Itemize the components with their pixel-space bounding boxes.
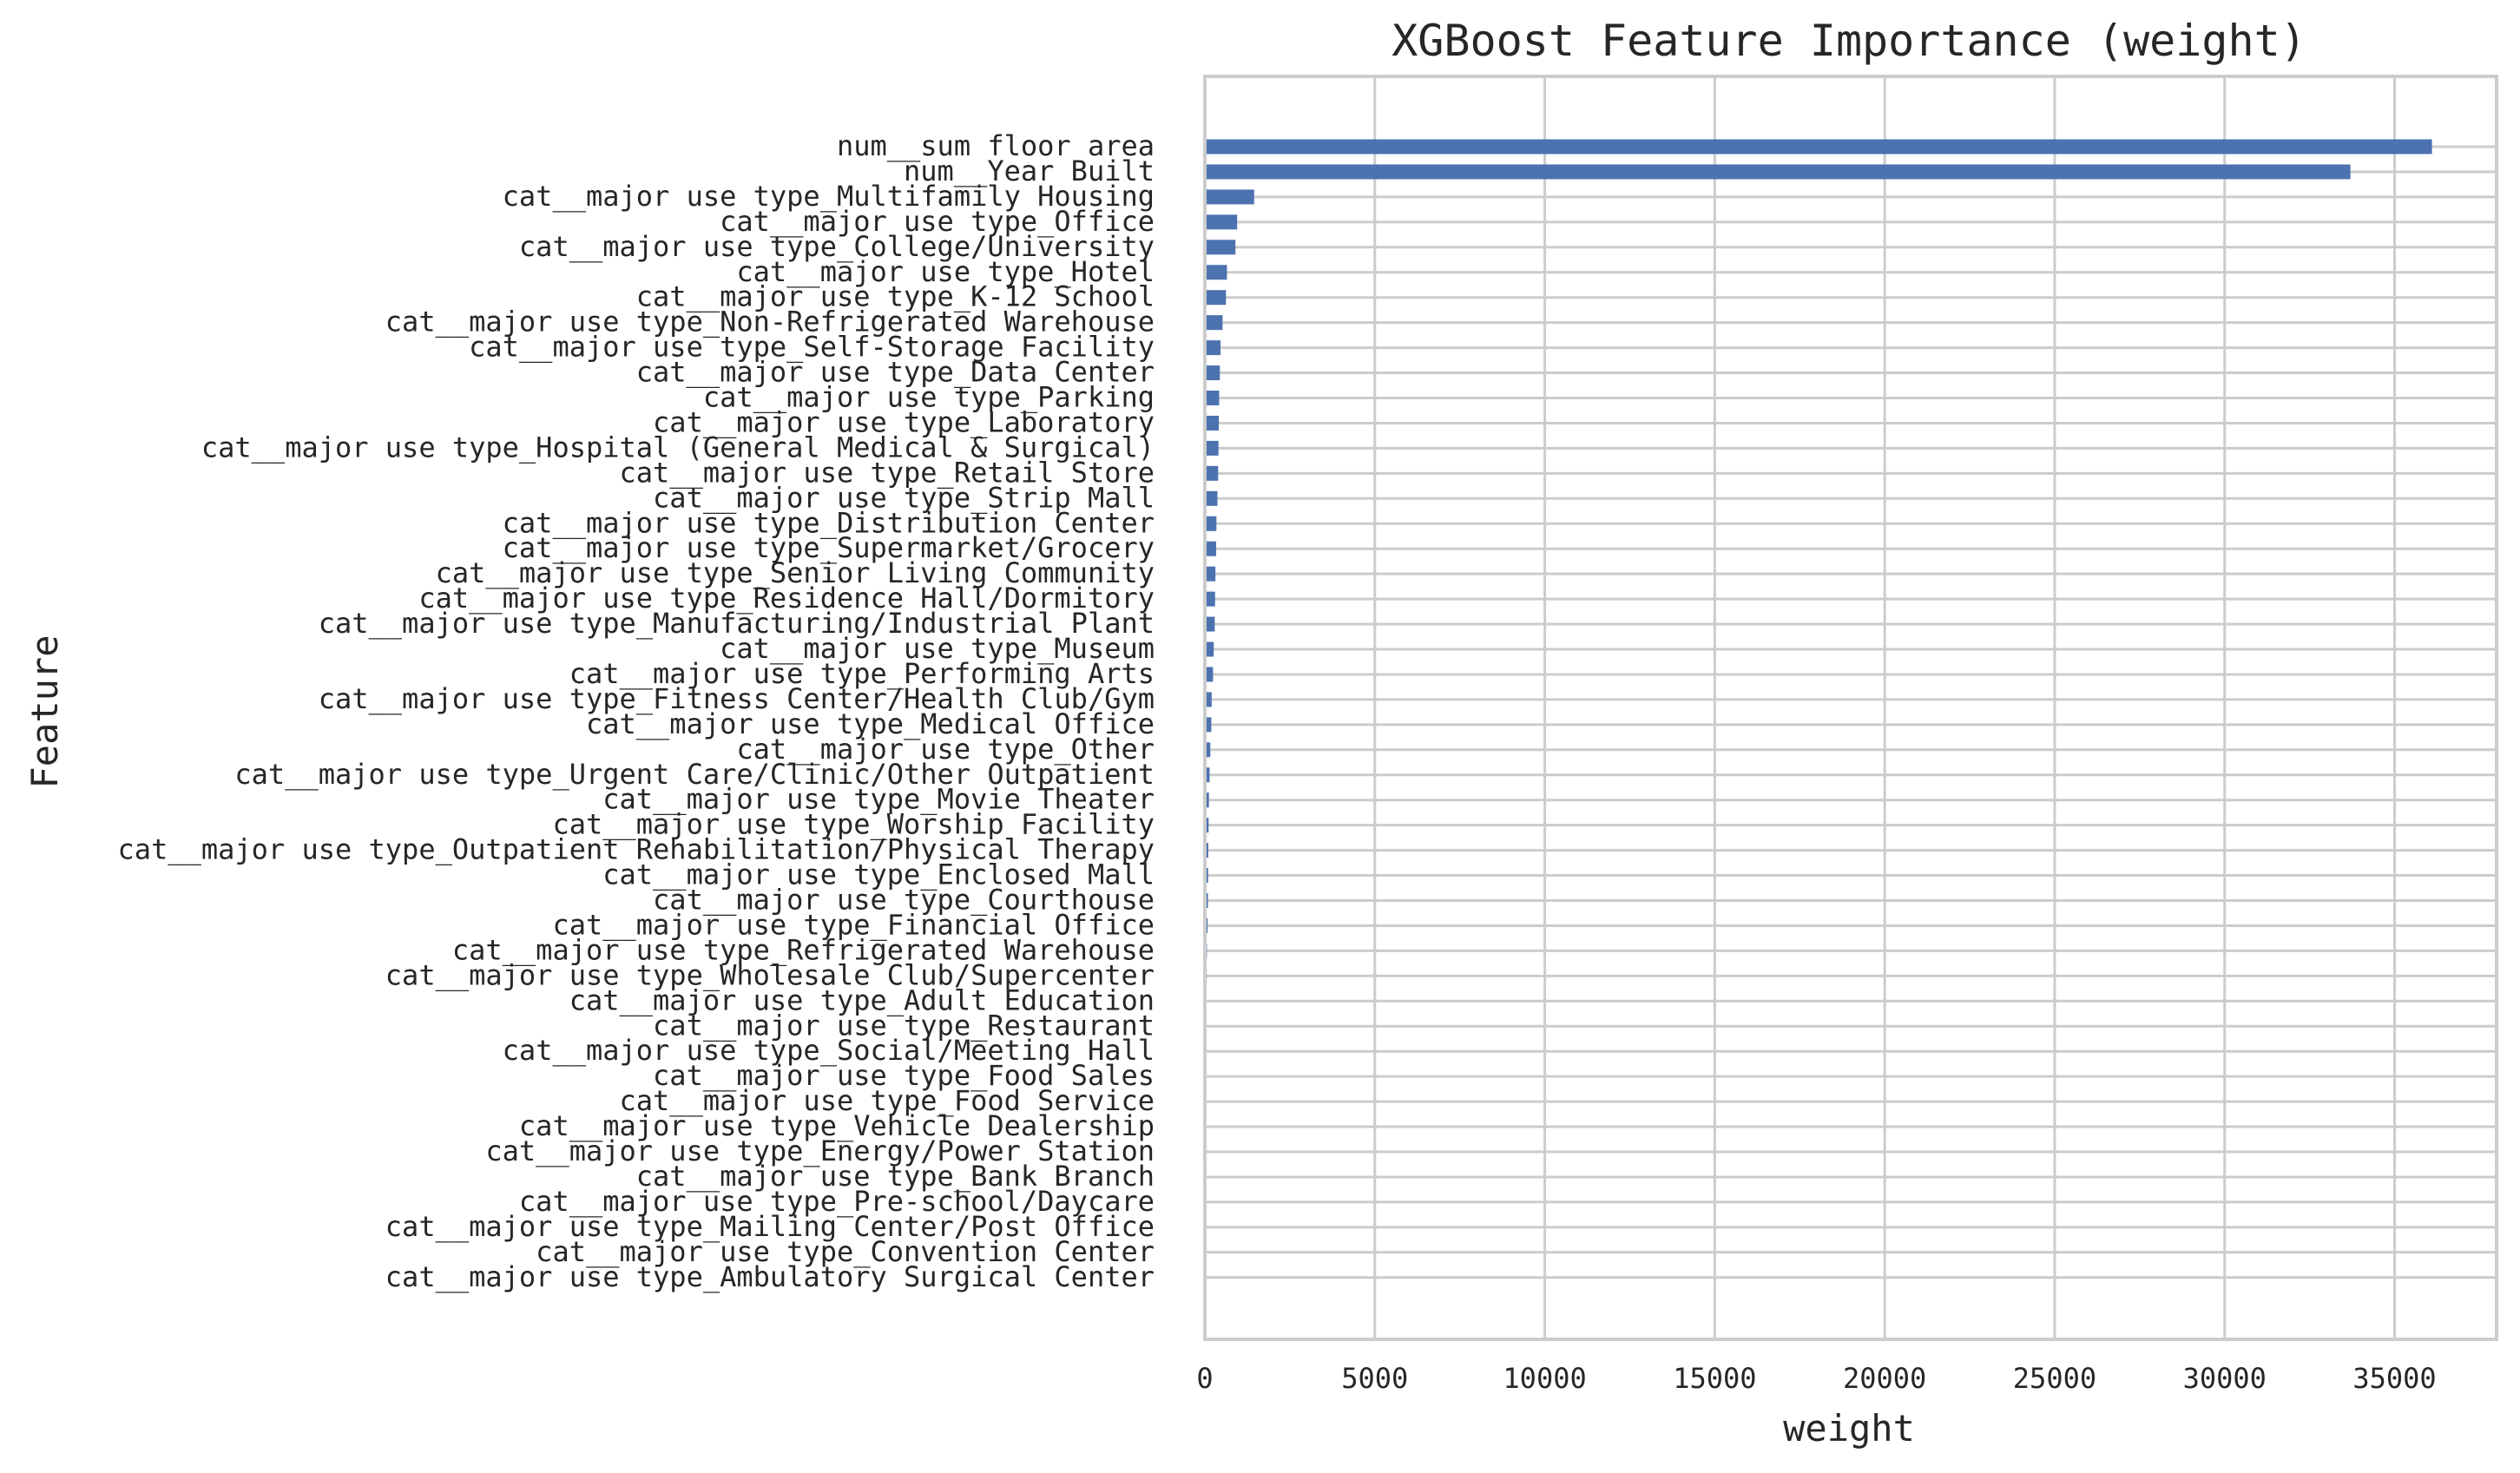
y-tick-label: cat__major use type_Mailing Center/Post … <box>385 1210 1155 1243</box>
y-tick-label: cat__major use type_Medical Office <box>586 707 1155 740</box>
bar <box>1205 616 1215 632</box>
y-tick-label: cat__major use type_Ambulatory Surgical … <box>385 1260 1155 1293</box>
x-tick-label: 20000 <box>1843 1362 1926 1395</box>
x-tick-label: 5000 <box>1341 1362 1408 1395</box>
y-tick-label: cat__major use type_Movie Theater <box>602 783 1155 816</box>
y-tick-label: cat__major use type_Senior Living Commun… <box>436 556 1155 589</box>
x-axis-label: weight <box>1783 1407 1915 1450</box>
y-tick-label: num__Year Built <box>904 155 1155 187</box>
y-tick-label: cat__major use type_Restaurant <box>653 1009 1155 1042</box>
y-tick-label: cat__major use type_Energy/Power Station <box>485 1134 1155 1167</box>
y-tick-label: cat__major use type_Multifamily Housing <box>503 180 1155 213</box>
bar <box>1205 818 1209 833</box>
bar <box>1205 391 1220 405</box>
bars <box>1205 139 2432 1286</box>
y-tick-label: cat__major use type_Outpatient Rehabilit… <box>118 833 1155 866</box>
x-tick-label: 35000 <box>2352 1362 2436 1395</box>
x-tick-label: 10000 <box>1503 1362 1586 1395</box>
y-tick-label: cat__major use type_Courthouse <box>653 884 1155 917</box>
y-tick-label: cat__major use type_Residence Hall/Dormi… <box>418 582 1155 615</box>
y-tick-label: cat__major use type_Supermarket/Grocery <box>503 531 1155 564</box>
bar <box>1205 189 1254 205</box>
bar <box>1205 692 1212 707</box>
y-tick-label: cat__major use type_Hospital (General Me… <box>201 431 1155 464</box>
y-tick-label: cat__major use type_College/University <box>519 230 1155 263</box>
y-tick-label: cat__major use type_Distribution Center <box>503 506 1155 539</box>
bar <box>1205 667 1214 682</box>
bar <box>1205 214 1238 230</box>
bar <box>1205 641 1214 657</box>
y-tick-label: cat__major use type_Non-Refrigerated War… <box>385 306 1155 339</box>
x-tick-label: 30000 <box>2183 1362 2267 1395</box>
x-tick-label: 25000 <box>2013 1362 2096 1395</box>
y-tick-label: cat__major use type_Fitness Center/Healt… <box>319 682 1155 715</box>
bar <box>1205 265 1227 280</box>
bar <box>1205 290 1227 306</box>
y-tick-label: cat__major use type_Worship Facility <box>552 808 1155 841</box>
bar <box>1205 415 1220 431</box>
bar <box>1205 440 1219 456</box>
y-tick-label: cat__major use type_Manufacturing/Indust… <box>319 607 1155 640</box>
bar <box>1205 490 1218 506</box>
y-tick-label: cat__major use type_Urgent Care/Clinic/O… <box>234 758 1155 791</box>
chart-title: XGBoost Feature Importance (weight) <box>1392 16 2306 66</box>
x-tick-labels: 0 5000 10000 15000 20000 25000 30000 35000 <box>1196 1362 2436 1395</box>
y-tick-label: cat__major use type_Performing Arts <box>569 657 1155 690</box>
y-tick-label: num__sum floor area <box>837 129 1155 162</box>
y-tick-label: cat__major use type_Other <box>736 733 1155 766</box>
x-tick-label: 15000 <box>1673 1362 1756 1395</box>
bar <box>1205 742 1211 758</box>
y-tick-label: cat__major use type_Museum <box>720 632 1155 665</box>
y-tick-label: cat__major use type_Strip Mall <box>653 481 1155 514</box>
y-tick-label: cat__major use type_Vehicle Dealership <box>519 1109 1155 1142</box>
y-tick-label: cat__major use type_Retail Store <box>620 456 1155 489</box>
y-tick-label: cat__major use type_Social/Meeting Hall <box>503 1034 1155 1067</box>
y-tick-label: cat__major use type_Bank Branch <box>636 1160 1155 1193</box>
bar <box>1205 516 1217 531</box>
y-tick-label: cat__major use type_Financial Office <box>552 908 1155 941</box>
y-tick-label: cat__major use type_Self-Storage Facilit… <box>469 331 1155 364</box>
y-tick-label: cat__major use type_Wholesale Club/Super… <box>385 958 1155 991</box>
grid <box>1203 76 2497 1339</box>
y-tick-label: cat__major use type_Refrigerated Warehou… <box>452 933 1155 966</box>
plot-frame <box>1203 75 2498 1341</box>
bar <box>1205 767 1210 783</box>
bar <box>1205 315 1223 331</box>
y-axis-label: Feature <box>23 635 66 788</box>
bar <box>1205 792 1209 808</box>
y-tick-label: cat__major use type_Laboratory <box>653 405 1155 438</box>
y-tick-label: cat__major use type_Adult Education <box>569 983 1155 1016</box>
bar <box>1205 240 1236 255</box>
y-tick-label: cat__major use type_Data Center <box>636 356 1155 389</box>
bar <box>1205 591 1215 607</box>
bar <box>1205 164 2351 180</box>
y-tick-label: cat__major use type_Food Sales <box>653 1059 1155 1092</box>
y-tick-label: cat__major use type_K-12 School <box>636 280 1155 313</box>
x-tick-label: 0 <box>1196 1362 1213 1395</box>
bar <box>1205 139 2432 155</box>
bar <box>1205 566 1216 582</box>
bar <box>1205 465 1219 481</box>
bar <box>1205 365 1221 381</box>
y-tick-label: cat__major use type_Office <box>720 205 1155 238</box>
y-tick-label: cat__major use type_Convention Center <box>536 1235 1155 1268</box>
y-tick-label: cat__major use type_Enclosed Mall <box>602 858 1155 891</box>
y-tick-label: cat__major use type_Hotel <box>736 255 1155 288</box>
y-tick-label: cat__major use type_Parking <box>703 381 1155 414</box>
y-tick-label: cat__major use type_Pre-school/Daycare <box>519 1185 1155 1218</box>
bar <box>1205 541 1216 556</box>
y-tick-label: cat__major use type_Food Service <box>620 1084 1155 1117</box>
bar <box>1205 340 1221 356</box>
bar <box>1205 717 1212 733</box>
